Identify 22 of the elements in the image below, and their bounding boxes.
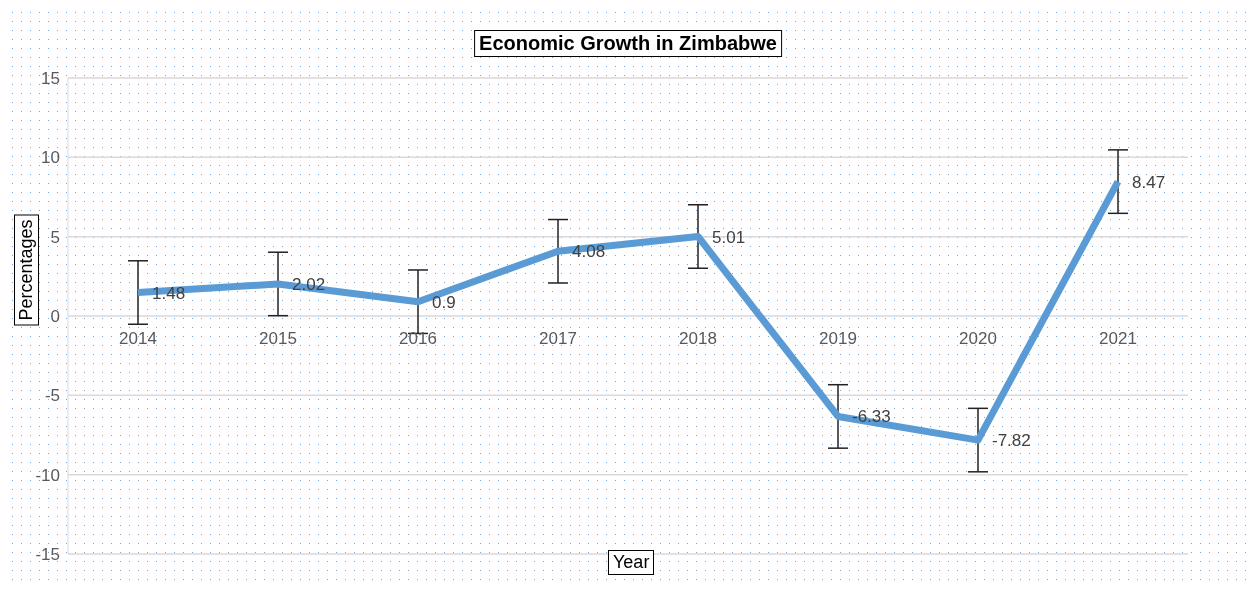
y-axis-title: Percentages: [14, 214, 39, 326]
x-tick-label: 2014: [119, 329, 157, 348]
data-label: 0.9: [432, 292, 456, 312]
data-label: 8.47: [1132, 172, 1166, 192]
y-tick-label: -5: [44, 386, 60, 406]
y-tick-label: -10: [35, 465, 60, 485]
x-tick-label: 2015: [259, 329, 297, 348]
data-label: -7.82: [992, 431, 1031, 451]
y-tick-label: 0: [50, 307, 60, 327]
x-tick-label: 2017: [539, 329, 577, 348]
chart-title: Economic Growth in Zimbabwe: [474, 30, 782, 57]
x-tick-label: 2016: [399, 329, 437, 348]
x-tick-label: 2019: [819, 329, 857, 348]
data-label: 5.01: [712, 227, 746, 247]
y-tick-label: 10: [41, 148, 60, 168]
x-tick-label: 2021: [1099, 329, 1137, 348]
y-tick-label: -15: [35, 545, 60, 565]
y-tick-label: 5: [50, 227, 60, 247]
x-axis-title: Year: [608, 550, 655, 575]
y-tick-label: 15: [41, 69, 60, 89]
x-tick-label: 2020: [959, 329, 997, 348]
x-tick-label: 2018: [679, 329, 717, 348]
